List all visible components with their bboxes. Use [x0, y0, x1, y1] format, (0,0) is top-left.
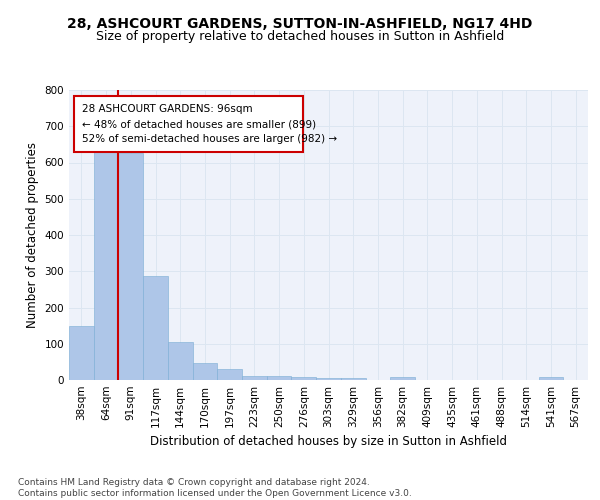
Bar [539, 377, 563, 380]
Bar [390, 377, 415, 380]
Bar [143, 276, 168, 380]
Text: 28 ASHCOURT GARDENS: 96sqm
← 48% of detached houses are smaller (899)
52% of sem: 28 ASHCOURT GARDENS: 96sqm ← 48% of deta… [82, 104, 337, 144]
Bar [316, 378, 341, 380]
FancyBboxPatch shape [74, 96, 302, 152]
Bar [118, 152, 143, 380]
Bar [341, 378, 365, 380]
Bar [242, 376, 267, 380]
Bar [193, 363, 217, 380]
X-axis label: Distribution of detached houses by size in Sutton in Ashfield: Distribution of detached houses by size … [150, 436, 507, 448]
Bar [292, 378, 316, 380]
Text: 28, ASHCOURT GARDENS, SUTTON-IN-ASHFIELD, NG17 4HD: 28, ASHCOURT GARDENS, SUTTON-IN-ASHFIELD… [67, 18, 533, 32]
Bar [267, 376, 292, 380]
Text: Size of property relative to detached houses in Sutton in Ashfield: Size of property relative to detached ho… [96, 30, 504, 43]
Bar [69, 326, 94, 380]
Text: Contains HM Land Registry data © Crown copyright and database right 2024.
Contai: Contains HM Land Registry data © Crown c… [18, 478, 412, 498]
Bar [94, 151, 118, 380]
Y-axis label: Number of detached properties: Number of detached properties [26, 142, 39, 328]
Bar [217, 369, 242, 380]
Bar [168, 342, 193, 380]
